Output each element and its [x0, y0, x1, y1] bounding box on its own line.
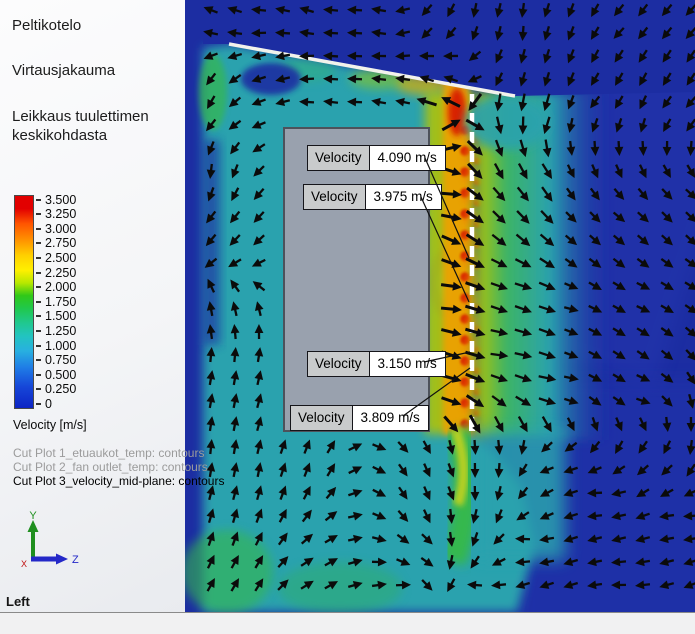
- velocity-callout[interactable]: Velocity 3.975 m/s: [303, 184, 442, 210]
- callout-value: 4.090 m/s: [368, 146, 445, 170]
- contour-exterior-top: [203, 0, 695, 96]
- y-axis-label: Y: [29, 510, 37, 522]
- cut-plot-item-3[interactable]: Cut Plot 3_velocity_mid-plane: contours: [13, 474, 225, 488]
- legend-tick: 1.250: [36, 323, 76, 339]
- cut-plot-item-2[interactable]: Cut Plot 2_fan outlet_temp: contours: [13, 460, 208, 474]
- legend-tick: 1.750: [36, 294, 76, 310]
- legend-tick: 2.750: [36, 235, 76, 251]
- legend-tick: 3.250: [36, 206, 76, 222]
- legend-tick: 3.500: [36, 192, 76, 208]
- legend-tick: 3.000: [36, 221, 76, 237]
- subtitle-flow-distribution: Virtausjakauma: [12, 62, 116, 79]
- callout-value: 3.809 m/s: [351, 406, 428, 430]
- view-orientation-label: Left: [6, 594, 30, 609]
- legend-tick: 2.250: [36, 265, 76, 281]
- cfd-contour-plot: [185, 0, 695, 612]
- velocity-callout[interactable]: Velocity 3.809 m/s: [290, 405, 429, 431]
- subtitle-cut-description: Leikkaus tuulettimen keskikohdasta: [12, 108, 149, 144]
- callout-label: Velocity: [291, 406, 352, 430]
- top-plate-edge: [228, 42, 516, 98]
- legend-tick: 2.500: [36, 250, 76, 266]
- legend-unit-label: Velocity [m/s]: [13, 418, 87, 432]
- velocity-callout[interactable]: Velocity 3.150 m/s: [307, 351, 446, 377]
- callout-panel[interactable]: Velocity 4.090 m/s Velocity 3.975 m/s Ve…: [283, 127, 446, 432]
- callout-value: 3.150 m/s: [368, 352, 445, 376]
- callout-label: Velocity: [304, 185, 365, 209]
- legend-tick: 1.000: [36, 338, 76, 354]
- velocity-color-scale[interactable]: [14, 195, 34, 409]
- legend-tick: 1.500: [36, 308, 76, 324]
- legend-tick: 0.500: [36, 367, 76, 383]
- z-axis-arrow: [56, 553, 68, 565]
- callout-label: Velocity: [308, 146, 369, 170]
- legend-tick: 0: [36, 396, 52, 412]
- legend-tick: 0.750: [36, 352, 76, 368]
- page-title: Peltikotelo: [12, 17, 82, 34]
- legend-tick: 0.250: [36, 381, 76, 397]
- legend-tick: 2.000: [36, 279, 76, 295]
- callout-value: 3.975 m/s: [364, 185, 441, 209]
- orientation-triad: Y Z X: [21, 510, 79, 569]
- graphics-viewport[interactable]: Velocity 4.090 m/s Velocity 3.975 m/s Ve…: [185, 0, 695, 612]
- x-axis-label: X: [21, 559, 27, 569]
- callout-label: Velocity: [308, 352, 369, 376]
- y-axis-arrow: [27, 520, 39, 532]
- vector-field: [203, 2, 695, 593]
- velocity-callout[interactable]: Velocity 4.090 m/s: [307, 145, 446, 171]
- status-bar: [0, 612, 695, 634]
- cut-plot-item-1[interactable]: Cut Plot 1_etuaukot_temp: contours: [13, 446, 205, 460]
- info-panel: Peltikotelo Virtausjakauma Leikkaus tuul…: [0, 0, 185, 612]
- z-axis-label: Z: [72, 554, 79, 566]
